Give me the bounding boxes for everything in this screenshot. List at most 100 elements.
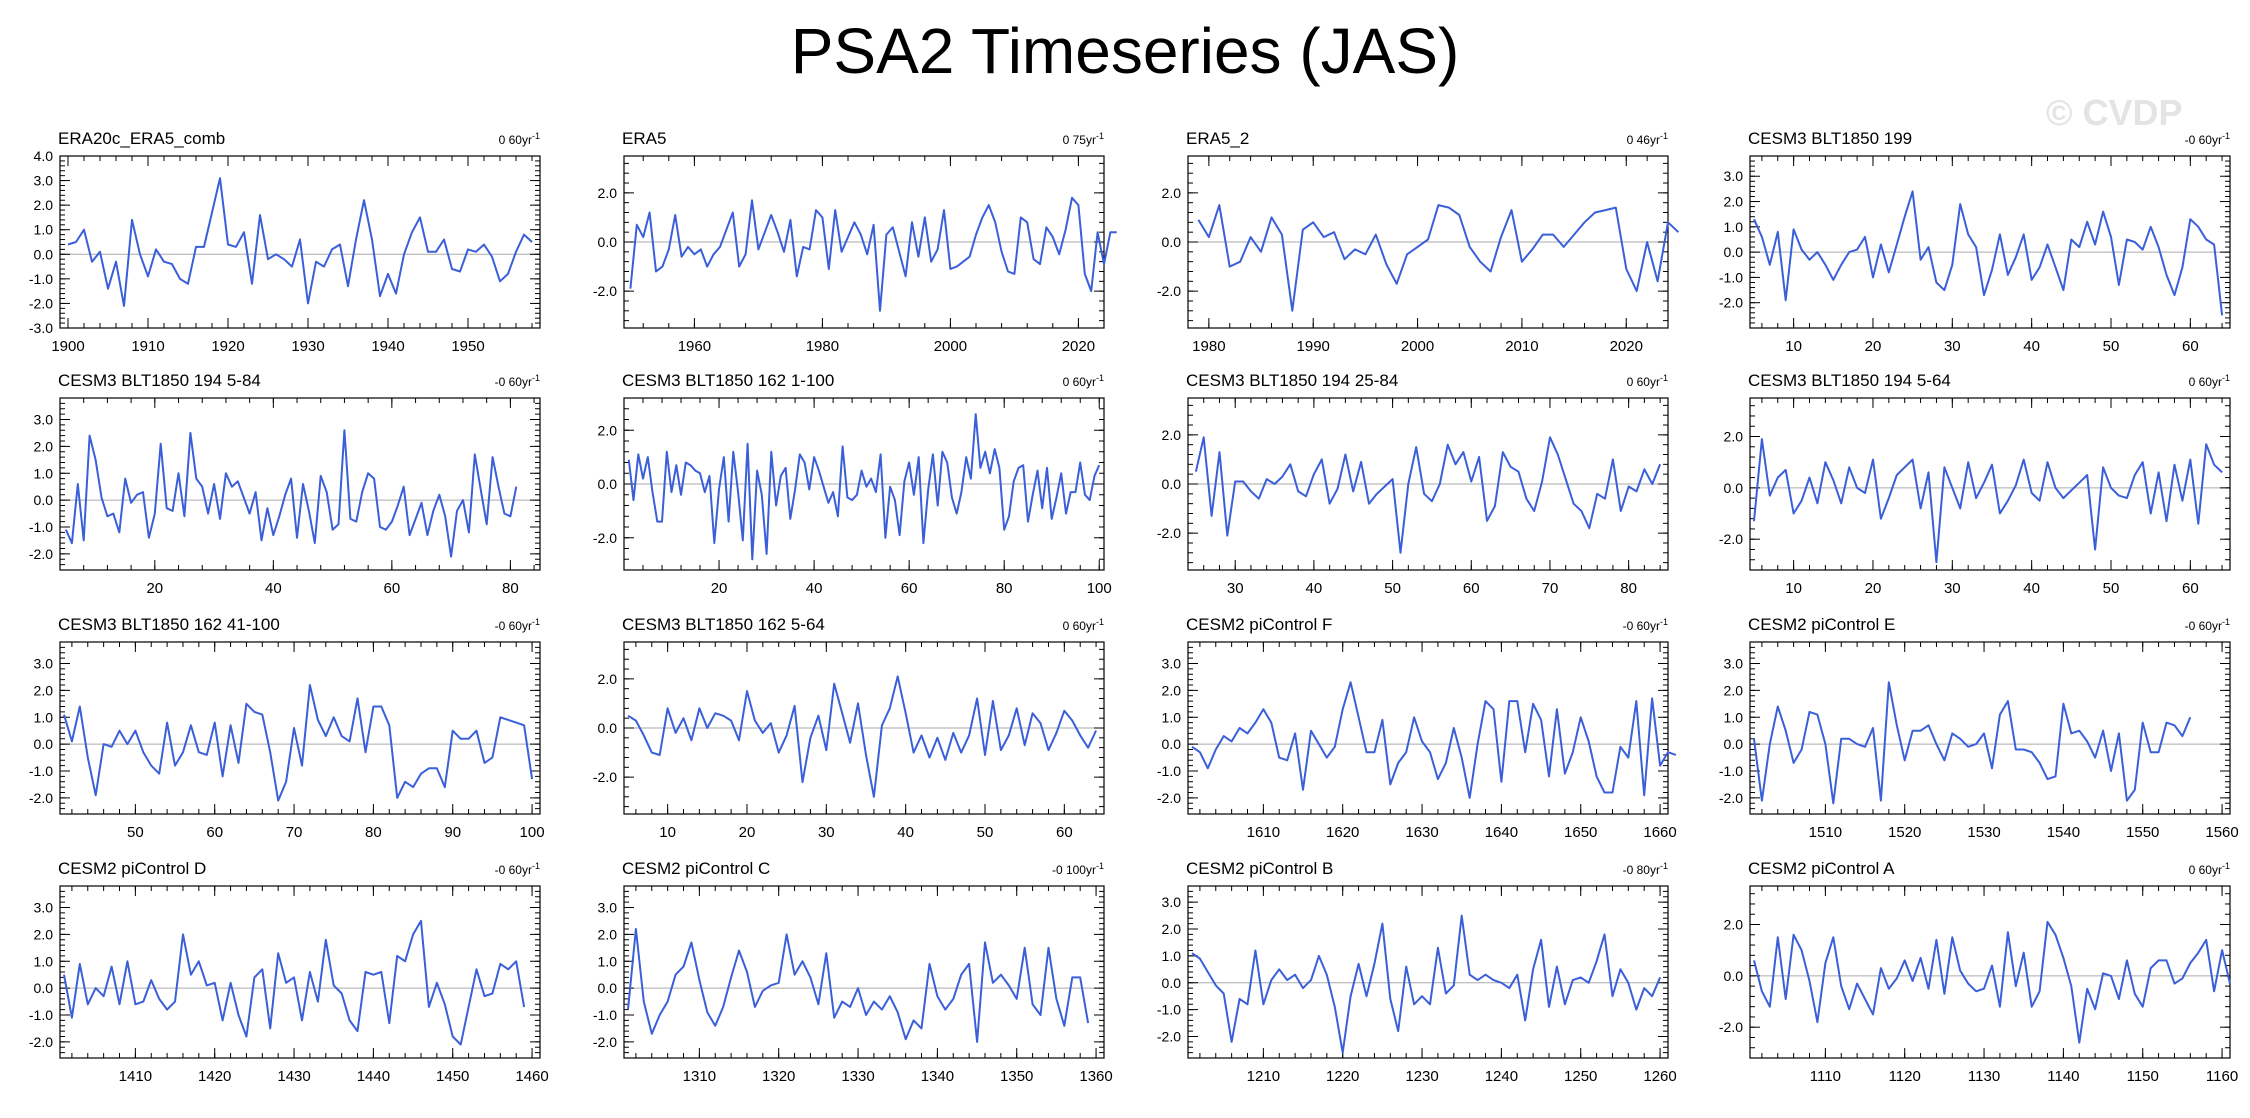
series-line [1197,204,1680,312]
series-line [1191,681,1677,799]
x-tick-label: 10 [1785,580,1802,597]
trend-label: 0 60yr-1 [1063,373,1104,389]
y-tick-label: 2.0 [34,682,54,698]
timeseries-panel: -2.0 0.0 2.0 1110 1120 1130 1140 1150 1160 CESM2 … [1719,859,2238,1085]
x-tick-label: 1340 [921,1068,954,1085]
x-tick-label: 30 [1944,338,1961,355]
trend-exponent: -1 [1660,861,1668,871]
x-tick-label: 1260 [1643,1068,1676,1085]
trend-label: -0 60yr-1 [495,617,540,633]
y-tick-label: 1.0 [1724,219,1744,235]
timeseries-panel: -2.0 -1.0 0.0 1.0 2.0 3.0 1210 1220 1230 1240 1250… [1157,859,1677,1085]
y-tick-label: 0.0 [598,476,618,492]
trend-exponent: -1 [532,373,540,383]
x-tick-label: 60 [1056,824,1073,841]
x-tick-label: 1350 [1000,1068,1033,1085]
y-tick-label: 0.0 [1724,480,1744,496]
x-tick-label: 50 [2103,338,2120,355]
panel-title: CESM2 piControl D [58,859,206,878]
y-tick-label: 1.0 [34,222,54,238]
y-tick-label: -1.0 [1157,1002,1181,1018]
series-line [67,177,533,307]
x-tick-label: 1150 [2127,1068,2159,1085]
y-tick-label: 2.0 [598,422,618,438]
x-tick-label: 1450 [436,1068,469,1085]
series-line [64,429,518,558]
series-line [1194,436,1662,554]
plot-frame [623,641,1105,815]
x-tick-label: 1930 [291,338,324,355]
x-tick-label: 1420 [198,1068,231,1085]
x-tick-label: 1980 [1192,338,1225,355]
x-tick-label: 20 [1865,338,1882,355]
plot-frame [1749,155,2231,329]
x-tick-label: 1990 [1297,338,1330,355]
x-tick-label: 80 [365,824,382,841]
y-tick-label: -2.0 [1719,790,1743,806]
y-tick-label: -1.0 [593,1007,617,1023]
timeseries-panel: -2.0 0.0 2.0 20 40 60 80 100 CESM3 BLT1850 162 1… [593,371,1112,597]
trend-label: 0 60yr-1 [2189,373,2230,389]
trend-label: 0 60yr-1 [1063,617,1104,633]
y-tick-label: 1.0 [34,465,54,481]
y-tick-label: 2.0 [1724,429,1744,445]
x-tick-label: 30 [818,824,835,841]
y-tick-label: 3.0 [1724,168,1744,184]
x-tick-label: 1560 [2205,824,2238,841]
y-tick-label: 0.0 [598,234,618,250]
timeseries-panel: -2.0 -1.0 0.0 1.0 2.0 3.0 1510 1520 1530 1540 1550… [1719,615,2239,841]
x-tick-label: 70 [1542,580,1559,597]
y-tick-label: 1.0 [1724,709,1744,725]
x-tick-label: 60 [1463,580,1480,597]
y-tick-label: 0.0 [1724,968,1744,984]
y-tick-label: 2.0 [1162,682,1182,698]
y-tick-label: 2.0 [598,671,618,687]
trend-value: -0 60yr [1623,619,1660,633]
plot-frame [59,155,541,329]
trend-value: -0 80yr [1623,863,1660,877]
y-tick-label: -2.0 [1157,525,1181,541]
y-tick-label: 1.0 [34,953,54,969]
trend-value: -0 100yr [1052,863,1096,877]
x-tick-label: 30 [1227,580,1244,597]
trend-value: -0 60yr [495,375,532,389]
y-tick-label: -2.0 [1719,295,1743,311]
series-line [1191,914,1662,1054]
plot-frame [1749,397,2231,571]
trend-exponent: -1 [532,131,540,141]
x-tick-label: 40 [806,580,823,597]
trend-exponent: -1 [2222,131,2230,141]
y-tick-label: -1.0 [29,763,53,779]
y-tick-label: 3.0 [34,173,54,189]
x-tick-label: 1640 [1485,824,1518,841]
trend-value: -0 60yr [2185,133,2222,147]
x-tick-label: 1120 [1889,1068,1921,1085]
x-tick-label: 20 [1865,580,1882,597]
timeseries-panel: -2.0 0.0 2.0 10 20 30 40 50 60 CESM3 BLT1850 162 … [593,615,1105,841]
y-tick-label: 2.0 [1162,921,1182,937]
plot-frame [623,885,1105,1059]
y-tick-label: -2.0 [29,295,53,311]
series-line [629,196,1117,312]
y-tick-label: -1.0 [29,271,53,287]
trend-exponent: -1 [1096,131,1104,141]
x-tick-label: 1510 [1809,824,1842,841]
y-tick-label: 2.0 [598,926,618,942]
x-tick-label: 1630 [1405,824,1438,841]
y-tick-label: 0.0 [34,246,54,262]
trend-label: -0 60yr-1 [495,373,540,389]
trend-label: -0 60yr-1 [2185,617,2230,633]
y-tick-label: 0.0 [34,980,54,996]
plot-frame [1187,885,1669,1059]
y-tick-label: -1.0 [1719,269,1743,285]
timeseries-panel: -2.0 -1.0 0.0 1.0 2.0 3.0 1610 1620 1630 1640 1650… [1157,615,1677,841]
panel-title: ERA5 [622,129,666,148]
x-tick-label: 1210 [1247,1068,1280,1085]
y-tick-label: 3.0 [34,900,54,916]
y-tick-label: 2.0 [598,185,618,201]
x-tick-label: 50 [2103,580,2120,597]
x-tick-label: 1530 [1967,824,2000,841]
panel-title: CESM2 piControl C [622,859,770,878]
trend-exponent: -1 [1660,617,1668,627]
y-tick-label: 0.0 [598,980,618,996]
